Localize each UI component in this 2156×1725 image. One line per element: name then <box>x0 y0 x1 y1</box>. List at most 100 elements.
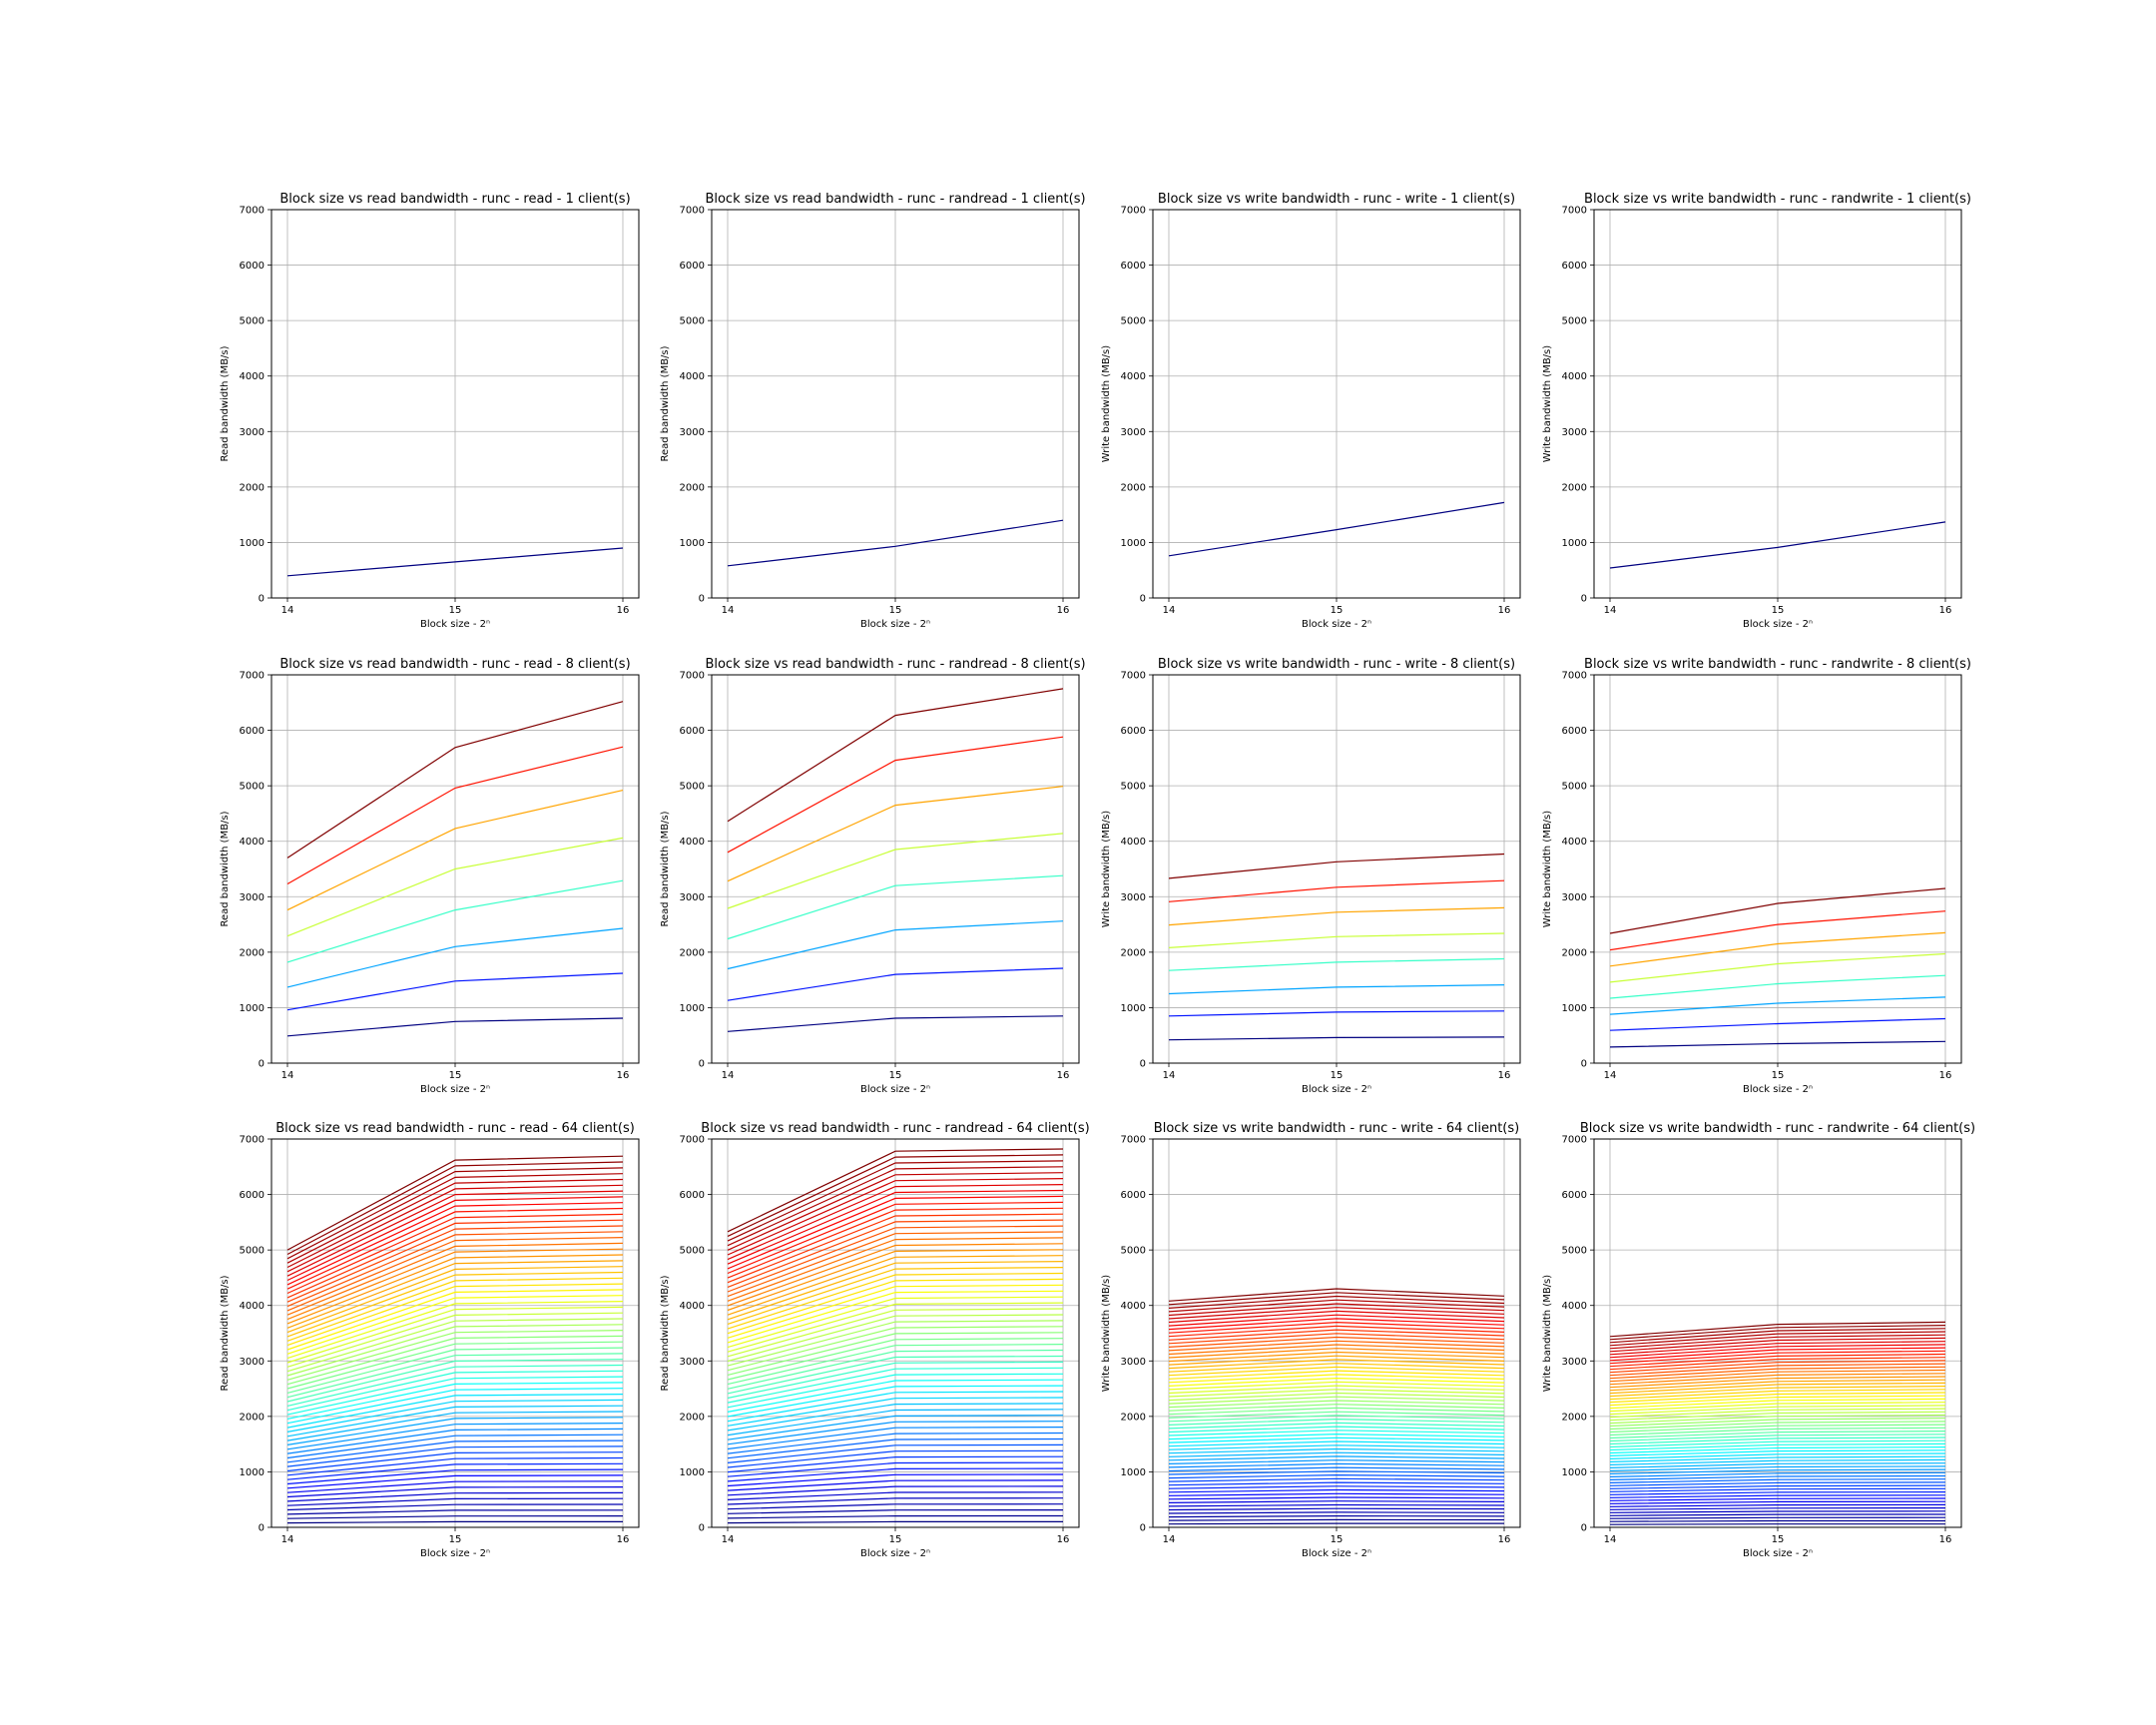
series-line <box>1168 1451 1505 1457</box>
series-line <box>727 1178 1064 1256</box>
series-line <box>1609 1373 1946 1386</box>
series-line <box>1609 521 1946 569</box>
x-axis-label: Block size - 2ⁿ <box>1302 619 1371 630</box>
series-line <box>1609 1353 1946 1368</box>
series-line <box>286 1520 623 1524</box>
series-line <box>286 1393 624 1429</box>
series-line <box>727 1225 1064 1293</box>
x-tick-label: 16 <box>617 605 630 616</box>
y-tick-label: 3000 <box>680 1357 705 1368</box>
y-tick-label: 0 <box>1581 1059 1587 1070</box>
series-line <box>1168 1314 1505 1327</box>
series-line <box>1168 1404 1505 1412</box>
series-line <box>727 1290 1064 1344</box>
y-tick-label: 5000 <box>240 1246 265 1257</box>
series-line <box>727 1195 1064 1270</box>
y-tick-label: 5000 <box>240 782 265 793</box>
series-line <box>1609 1452 1946 1459</box>
series-line <box>1609 1494 1946 1498</box>
series-line <box>1168 1447 1505 1454</box>
series-line <box>1609 1468 1946 1474</box>
y-tick-label: 1000 <box>1121 1003 1146 1014</box>
y-tick-label: 1000 <box>1121 1467 1146 1478</box>
y-tick-label: 4000 <box>1121 1301 1146 1312</box>
x-tick-label: 15 <box>1331 1534 1344 1545</box>
y-tick-label: 4000 <box>1562 1301 1587 1312</box>
x-tick-label: 14 <box>1163 1070 1176 1081</box>
chart-title: Block size vs write bandwidth - runc - w… <box>1154 1121 1519 1136</box>
series-line <box>727 1261 1064 1321</box>
series-line <box>727 967 1064 1001</box>
x-tick-label: 16 <box>1498 605 1511 616</box>
series-line <box>1609 1465 1946 1471</box>
series-line <box>1609 1484 1946 1489</box>
series-line <box>1168 1473 1505 1479</box>
series-line <box>1609 1497 1946 1501</box>
y-tick-label: 0 <box>1140 1523 1146 1534</box>
series-line <box>286 1509 624 1515</box>
series-line <box>286 1428 624 1454</box>
y-tick-label: 2000 <box>1562 1412 1587 1423</box>
series-line <box>286 1417 624 1445</box>
series-line <box>286 1359 624 1403</box>
series-line <box>286 1254 624 1325</box>
x-tick-label: 16 <box>1939 1534 1952 1545</box>
y-tick-label: 6000 <box>680 1190 705 1201</box>
series-line <box>1168 1418 1505 1426</box>
x-axis-label: Block size - 2ⁿ <box>1302 1548 1371 1559</box>
series-line <box>1609 1478 1946 1483</box>
series-line <box>727 519 1064 567</box>
series-line <box>727 1443 1064 1463</box>
series-line <box>727 1148 1064 1233</box>
series-line <box>727 1332 1064 1376</box>
y-tick-label: 2000 <box>1562 947 1587 958</box>
y-tick-label: 1000 <box>680 538 705 549</box>
chart-title: Block size vs read bandwidth - runc - re… <box>275 1121 635 1136</box>
series-line <box>1609 1328 1946 1344</box>
series-line <box>1609 1411 1946 1422</box>
series-line <box>727 1426 1064 1450</box>
y-tick-label: 2000 <box>1562 482 1587 493</box>
series-line <box>286 1295 624 1355</box>
chart-title: Block size vs write bandwidth - runc - w… <box>1158 192 1515 207</box>
x-tick-label: 16 <box>1498 1534 1511 1545</box>
series-line <box>286 1173 624 1264</box>
series-line <box>1609 1040 1946 1048</box>
y-tick-label: 5000 <box>1121 316 1146 327</box>
chart-title: Block size vs read bandwidth - runc - re… <box>279 657 630 672</box>
series-line <box>1609 1344 1946 1359</box>
y-tick-label: 6000 <box>680 261 705 272</box>
x-axis-label: Block size - 2ⁿ <box>1743 1084 1813 1095</box>
series-line <box>286 1190 624 1277</box>
y-tick-label: 5000 <box>1562 316 1587 327</box>
x-tick-label: 14 <box>281 605 294 616</box>
y-tick-label: 6000 <box>240 261 265 272</box>
y-tick-label: 7000 <box>1121 206 1146 217</box>
series-line <box>286 1266 624 1334</box>
series-line <box>1168 1348 1505 1359</box>
subplot-1: 0 1000 2000 3000 4000 5000 6000 7000 14 15 16 Block… <box>220 192 640 630</box>
y-tick-label: 3000 <box>1562 892 1587 903</box>
y-tick-label: 2000 <box>240 947 265 958</box>
series-line <box>286 1353 624 1399</box>
series-line <box>727 1184 1064 1261</box>
series-line <box>727 736 1064 854</box>
y-tick-label: 2000 <box>240 482 265 493</box>
series-line <box>727 1278 1064 1335</box>
series-line <box>727 1391 1064 1423</box>
x-tick-label: 14 <box>722 605 735 616</box>
series-line <box>1609 1379 1946 1392</box>
y-axis-label: Write bandwidth (MB/s) <box>1101 345 1112 462</box>
series-line <box>1609 1490 1946 1495</box>
series-line <box>1168 1511 1505 1514</box>
series-line <box>1609 1402 1946 1413</box>
y-tick-label: 4000 <box>1562 837 1587 848</box>
series-line <box>1168 1514 1505 1518</box>
series-line <box>1609 1434 1946 1442</box>
series-line <box>1609 1341 1946 1356</box>
y-axis-label: Read bandwidth (MB/s) <box>220 811 231 926</box>
series-line <box>1609 1350 1946 1365</box>
y-tick-label: 3000 <box>240 892 265 903</box>
series-line <box>1609 1500 1946 1504</box>
series-line <box>1609 1385 1946 1398</box>
